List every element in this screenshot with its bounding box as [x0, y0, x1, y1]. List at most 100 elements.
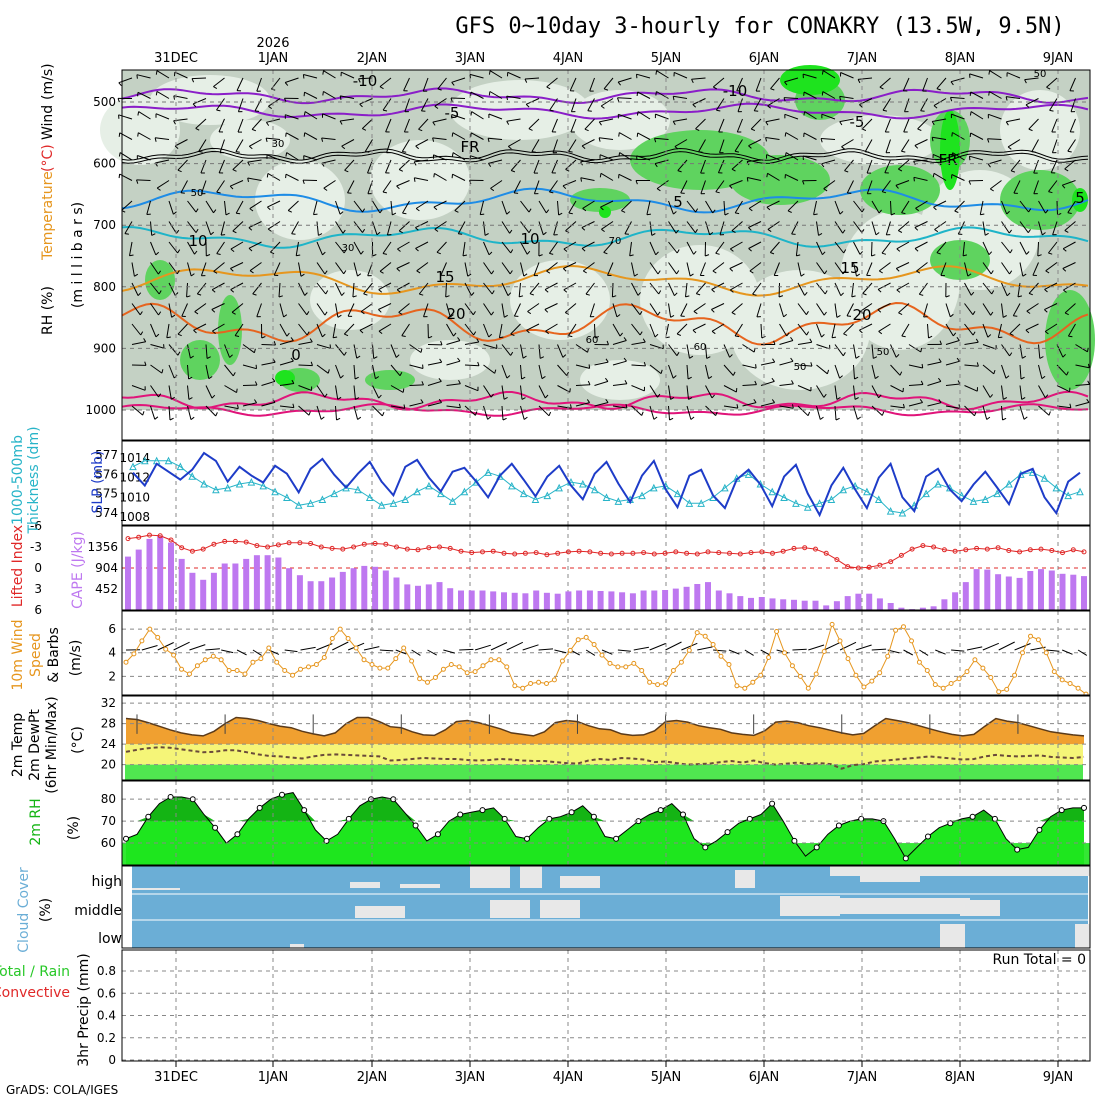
barb-4-10: [196, 282, 207, 295]
barb-18-2: [451, 114, 466, 120]
barb-7-14: [261, 361, 276, 366]
wind10-barb-32: [379, 649, 394, 652]
barb-48-16: [1019, 405, 1025, 420]
cape-bar-13: [264, 555, 271, 610]
barb-37-11: [816, 303, 825, 316]
cloud-gap-11: [540, 900, 580, 918]
contour-label-8: 10: [520, 230, 539, 248]
thickness-point-73: [993, 489, 1001, 498]
barb-25-7: [581, 221, 595, 229]
barb-flag-30-3: [674, 146, 679, 150]
cape-bar-14: [275, 557, 282, 610]
barb-flag-21-8: [526, 250, 531, 255]
barb-9-12: [298, 323, 308, 336]
cape-bar-6: [189, 572, 196, 610]
barb-flag-40-13: [873, 356, 878, 359]
barb-flag-19-12: [488, 333, 493, 338]
barb-11-8: [335, 241, 345, 254]
barb-41-7: [885, 221, 891, 236]
wind10-point-63: [623, 664, 629, 670]
barb-36-1: [783, 97, 799, 99]
barb-20-0: [489, 70, 503, 79]
barb-35-2: [765, 118, 780, 123]
barb-7-8: [248, 241, 262, 249]
rh-light-blob-12: [510, 260, 610, 340]
barb-flag-50-1: [1049, 109, 1054, 112]
barb-flag-49-8: [1037, 254, 1042, 257]
barb-flag-32-8: [715, 252, 720, 255]
barb-flag-47-15: [1003, 397, 1008, 400]
barb-20-10: [501, 282, 509, 296]
wind10-point-114: [1028, 633, 1033, 639]
barb-12-5: [347, 180, 355, 194]
barb-flag-11-9: [343, 270, 347, 275]
barb-flag-35-14: [790, 357, 794, 362]
barb-50-15: [1056, 385, 1070, 393]
wind10-point-29: [353, 645, 359, 651]
barb-flag-4-12: [193, 329, 197, 334]
barb-flag-18-8: [462, 254, 468, 257]
barb-flag-4-3: [198, 150, 203, 153]
li-tick--6: -6: [30, 519, 42, 533]
barb-flag-31-2: [695, 128, 700, 131]
barb-36-8: [795, 241, 799, 256]
cape-bar-64: [812, 600, 819, 610]
barb-11-5: [323, 180, 336, 189]
barb-flag-21-6: [528, 208, 532, 213]
barb-46-3: [970, 132, 984, 140]
barb-49-3: [1031, 139, 1039, 153]
li-point-76: [941, 547, 947, 553]
barb-23-0: [546, 77, 558, 88]
barb-24-14: [575, 364, 590, 369]
li-point-66: [834, 557, 840, 563]
barb-23-11: [544, 303, 558, 310]
thickness-point-54: [768, 487, 777, 496]
cape-bar-28: [425, 584, 432, 610]
barb-41-15: [890, 385, 904, 393]
wind10-point-106: [964, 669, 970, 675]
barb-29-15: [668, 385, 671, 400]
thickness-point-57: [803, 503, 812, 511]
cape-bar-15: [286, 568, 293, 610]
barb-3-15: [187, 385, 190, 400]
cape-bar-1: [135, 549, 142, 610]
barb-flag-10-2: [303, 111, 306, 116]
barb-flag-4-0: [191, 78, 195, 83]
barb-26-16: [612, 405, 627, 409]
contour-label-3: -5: [850, 113, 865, 131]
thickness-point-65: [898, 508, 907, 517]
barb-14-16: [390, 405, 405, 409]
barb-flag-41-10: [877, 289, 882, 293]
wind10-barb-100: [919, 649, 929, 656]
cape-bar-74: [919, 607, 926, 610]
barb-18-3: [452, 132, 466, 140]
barb-flag-15-15: [421, 381, 424, 386]
barb-flag-28-14: [660, 369, 663, 374]
temp-tick-32: 32: [101, 696, 116, 710]
barb-flag-38-12: [831, 336, 837, 339]
thick-tick-577: 577: [95, 448, 118, 462]
barb-flag-43-13: [939, 340, 942, 345]
barb-flag-48-7: [1027, 229, 1031, 233]
p-tick-600: 600: [93, 157, 116, 171]
barb-25-12: [594, 323, 596, 339]
chart-title: GFS 0~10day 3-hourly for CONAKRY (13.5W,…: [455, 14, 1064, 39]
rh-green-blob-3: [365, 370, 415, 390]
barb-42-2: [903, 118, 910, 133]
barb-12-16: [353, 405, 359, 420]
precip-tick-0: 0: [108, 1053, 116, 1067]
cape-bar-48: [640, 590, 647, 610]
barb-12-11: [347, 303, 355, 317]
wind10-point-6: [171, 652, 177, 658]
barb-flag-38-13: [842, 352, 846, 357]
barb-flag-18-16: [474, 411, 478, 416]
cape-bar-9: [221, 563, 228, 610]
thickness-point-20: [365, 493, 374, 502]
cape-bar-70: [876, 598, 883, 610]
barb-flag-33-5: [729, 185, 733, 189]
wind10-point-20: [282, 668, 288, 673]
cloud-frame: [121, 865, 1091, 949]
thickness-point-56: [792, 499, 800, 507]
barb-flag-16-9: [416, 270, 421, 274]
thickness-point-58: [815, 499, 824, 507]
